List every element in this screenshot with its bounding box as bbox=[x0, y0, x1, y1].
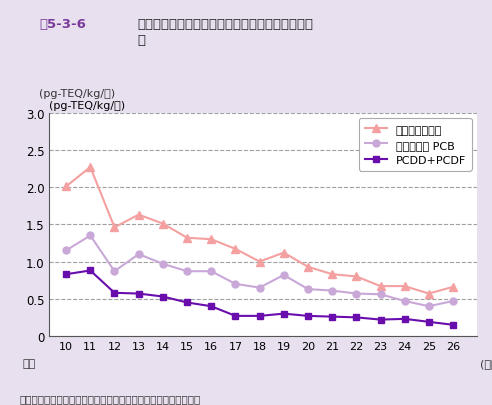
コプラナー PCB bbox=[232, 282, 238, 287]
Line: PCDD+PCDF: PCDD+PCDF bbox=[62, 267, 457, 328]
ダイオキシン類 bbox=[377, 284, 383, 289]
Line: ダイオキシン類: ダイオキシン類 bbox=[62, 164, 457, 298]
ダイオキシン類 bbox=[160, 222, 166, 226]
PCDD+PCDF bbox=[329, 314, 335, 319]
コプラナー PCB bbox=[329, 288, 335, 293]
コプラナー PCB bbox=[208, 269, 214, 274]
PCDD+PCDF bbox=[450, 322, 456, 327]
コプラナー PCB bbox=[281, 273, 287, 278]
ダイオキシン類 bbox=[257, 260, 263, 264]
Text: (pg-TEQ/kg/日): (pg-TEQ/kg/日) bbox=[39, 89, 116, 99]
コプラナー PCB bbox=[377, 292, 383, 297]
Text: (pg-TEQ/kg/日): (pg-TEQ/kg/日) bbox=[49, 101, 125, 111]
コプラナー PCB bbox=[136, 252, 142, 257]
PCDD+PCDF bbox=[377, 318, 383, 322]
コプラナー PCB bbox=[88, 233, 93, 238]
コプラナー PCB bbox=[63, 248, 69, 253]
コプラナー PCB bbox=[426, 304, 432, 309]
PCDD+PCDF bbox=[426, 320, 432, 324]
ダイオキシン類 bbox=[184, 236, 190, 241]
ダイオキシン類 bbox=[136, 213, 142, 217]
ダイオキシン類 bbox=[426, 291, 432, 296]
ダイオキシン類 bbox=[450, 285, 456, 290]
コプラナー PCB bbox=[402, 299, 408, 304]
PCDD+PCDF bbox=[184, 300, 190, 305]
コプラナー PCB bbox=[160, 262, 166, 266]
コプラナー PCB bbox=[353, 291, 359, 296]
PCDD+PCDF bbox=[353, 315, 359, 320]
PCDD+PCDF bbox=[281, 311, 287, 316]
Text: 資料：厄生労働省「食品からのダイオキシン類一日摂取量調査」: 資料：厄生労働省「食品からのダイオキシン類一日摂取量調査」 bbox=[20, 393, 201, 403]
PCDD+PCDF bbox=[88, 269, 93, 273]
Text: 平成: 平成 bbox=[22, 358, 35, 369]
コプラナー PCB bbox=[305, 287, 311, 292]
PCDD+PCDF bbox=[232, 313, 238, 318]
ダイオキシン類 bbox=[112, 225, 118, 230]
PCDD+PCDF bbox=[63, 272, 69, 277]
ダイオキシン類 bbox=[281, 251, 287, 256]
PCDD+PCDF bbox=[160, 294, 166, 299]
ダイオキシン類 bbox=[329, 272, 335, 277]
ダイオキシン類 bbox=[208, 237, 214, 242]
ダイオキシン類 bbox=[63, 185, 69, 190]
ダイオキシン類 bbox=[88, 165, 93, 170]
ダイオキシン類 bbox=[305, 265, 311, 270]
コプラナー PCB bbox=[112, 269, 118, 274]
PCDD+PCDF bbox=[402, 317, 408, 322]
PCDD+PCDF bbox=[112, 291, 118, 296]
ダイオキシン類 bbox=[402, 284, 408, 289]
Text: 囵5-3-6: 囵5-3-6 bbox=[39, 18, 86, 31]
コプラナー PCB bbox=[257, 286, 263, 290]
コプラナー PCB bbox=[450, 299, 456, 304]
PCDD+PCDF bbox=[257, 313, 263, 318]
Text: (年度): (年度) bbox=[480, 358, 492, 369]
PCDD+PCDF bbox=[136, 291, 142, 296]
コプラナー PCB bbox=[184, 269, 190, 274]
Line: コプラナー PCB: コプラナー PCB bbox=[62, 232, 457, 310]
PCDD+PCDF bbox=[208, 304, 214, 309]
Legend: ダイオキシン類, コプラナー PCB, PCDD+PCDF: ダイオキシン類, コプラナー PCB, PCDD+PCDF bbox=[359, 119, 472, 171]
ダイオキシン類 bbox=[353, 274, 359, 279]
Text: 食品からのダイオキシン類の一日摂取量の経年変
化: 食品からのダイオキシン類の一日摂取量の経年変 化 bbox=[138, 18, 314, 47]
ダイオキシン類 bbox=[232, 247, 238, 252]
PCDD+PCDF bbox=[305, 313, 311, 318]
